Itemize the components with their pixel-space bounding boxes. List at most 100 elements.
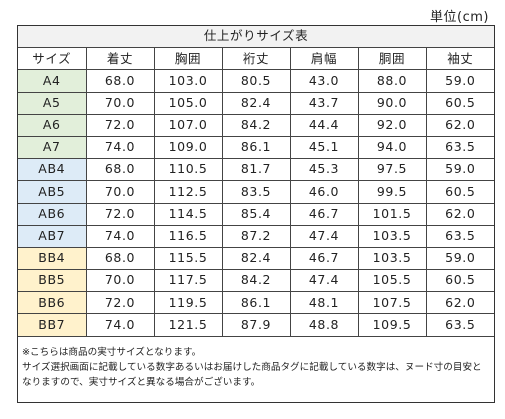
- size-label-cell: AB4: [18, 158, 87, 182]
- table-title-row: 仕上がりサイズ表: [18, 26, 495, 49]
- measurement-cell: 101.5: [357, 202, 427, 226]
- table-row: A5 70.0 105.0 82.4 43.7 90.0 60.5: [18, 91, 495, 115]
- measurement-cell: 107.5: [357, 291, 427, 315]
- table-row: BB4 68.0 115.5 82.4 46.7 103.5 59.0: [18, 246, 495, 271]
- table-row: A6 72.0 107.0 84.2 44.4 92.0 62.0: [18, 113, 495, 137]
- measurement-cell: 68.0: [85, 158, 155, 182]
- note-line: サイズ選択画面に記載している数字あるいはお届けした商品タグに記載している数字は、…: [22, 362, 482, 373]
- measurement-cell: 119.5: [153, 291, 223, 315]
- size-label-cell: A7: [18, 135, 87, 160]
- measurement-cell: 87.2: [221, 224, 291, 248]
- measurement-cell: 62.0: [425, 202, 495, 226]
- measurement-cell: 116.5: [153, 224, 223, 248]
- measurement-cell: 46.7: [289, 202, 359, 226]
- size-label-cell: A6: [18, 113, 87, 137]
- measurement-cell: 60.5: [425, 91, 495, 115]
- measurement-cell: 84.2: [221, 269, 291, 293]
- measurement-cell: 83.5: [221, 180, 291, 204]
- measurement-cell: 74.0: [85, 135, 155, 160]
- column-header-length: 着丈: [85, 47, 155, 71]
- measurement-cell: 74.0: [85, 224, 155, 248]
- measurement-cell: 105.5: [357, 269, 427, 293]
- table-row: BB7 74.0 121.5 87.9 48.8 109.5 63.5: [18, 313, 495, 337]
- table-row: A7 74.0 109.0 86.1 45.1 94.0 63.5: [18, 135, 495, 160]
- measurement-cell: 72.0: [85, 113, 155, 137]
- measurement-cell: 84.2: [221, 113, 291, 137]
- measurement-cell: 99.5: [357, 180, 427, 204]
- measurement-cell: 86.1: [221, 291, 291, 315]
- measurement-cell: 87.9: [221, 313, 291, 337]
- measurement-cell: 81.7: [221, 158, 291, 182]
- measurement-cell: 59.0: [425, 69, 495, 93]
- size-label-cell: A4: [18, 69, 87, 93]
- measurement-cell: 68.0: [85, 69, 155, 93]
- measurement-cell: 88.0: [357, 69, 427, 93]
- table-row: A4 68.0 103.0 80.5 43.0 88.0 59.0: [18, 69, 495, 93]
- measurement-cell: 103.0: [153, 69, 223, 93]
- measurement-cell: 82.4: [221, 91, 291, 115]
- measurement-cell: 43.0: [289, 69, 359, 93]
- measurement-cell: 70.0: [85, 91, 155, 115]
- measurement-cell: 80.5: [221, 69, 291, 93]
- measurement-cell: 103.5: [357, 224, 427, 248]
- measurement-cell: 62.0: [425, 113, 495, 137]
- table-row: AB4 68.0 110.5 81.7 45.3 97.5 59.0: [18, 158, 495, 182]
- measurement-cell: 63.5: [425, 224, 495, 248]
- measurement-cell: 97.5: [357, 158, 427, 182]
- measurement-cell: 43.7: [289, 91, 359, 115]
- measurement-cell: 105.0: [153, 91, 223, 115]
- measurement-cell: 92.0: [357, 113, 427, 137]
- column-header-size: サイズ: [18, 47, 87, 71]
- measurement-cell: 63.5: [425, 313, 495, 337]
- table-row: BB6 72.0 119.5 86.1 48.1 107.5 62.0: [18, 291, 495, 315]
- measurement-cell: 121.5: [153, 313, 223, 337]
- note-line: ※こちらは商品の実寸サイズとなります。: [22, 347, 202, 358]
- measurement-cell: 70.0: [85, 269, 155, 293]
- measurement-cell: 117.5: [153, 269, 223, 293]
- measurement-cell: 115.5: [153, 246, 223, 271]
- measurement-cell: 74.0: [85, 313, 155, 337]
- measurement-cell: 62.0: [425, 291, 495, 315]
- measurement-cell: 114.5: [153, 202, 223, 226]
- column-header-chest: 胸囲: [153, 47, 223, 71]
- measurement-cell: 68.0: [85, 246, 155, 271]
- measurement-cell: 107.0: [153, 113, 223, 137]
- size-label-cell: BB5: [18, 269, 87, 293]
- table-row: AB5 70.0 112.5 83.5 46.0 99.5 60.5: [18, 180, 495, 204]
- measurement-cell: 63.5: [425, 135, 495, 160]
- measurement-cell: 60.5: [425, 269, 495, 293]
- table-header-row: サイズ 着丈 胸囲 裄丈 肩幅 胴囲 袖丈: [18, 47, 495, 71]
- table-row: AB6 72.0 114.5 85.4 46.7 101.5 62.0: [18, 202, 495, 226]
- measurement-cell: 90.0: [357, 91, 427, 115]
- measurement-cell: 48.1: [289, 291, 359, 315]
- measurement-cell: 60.5: [425, 180, 495, 204]
- size-label-cell: BB6: [18, 291, 87, 315]
- measurement-cell: 48.8: [289, 313, 359, 337]
- column-header-shoulder-width: 肩幅: [289, 47, 359, 71]
- measurement-cell: 44.4: [289, 113, 359, 137]
- measurement-cell: 94.0: [357, 135, 427, 160]
- measurement-cell: 112.5: [153, 180, 223, 204]
- table-row: AB7 74.0 116.5 87.2 47.4 103.5 63.5: [18, 224, 495, 248]
- measurement-cell: 110.5: [153, 158, 223, 182]
- measurement-cell: 59.0: [425, 246, 495, 271]
- note-line: なりますので、実寸サイズと異なる場合がございます。: [22, 377, 261, 388]
- size-label-cell: AB7: [18, 224, 87, 248]
- size-label-cell: A5: [18, 91, 87, 115]
- size-notes: ※こちらは商品の実寸サイズとなります。 サイズ選択画面に記載している数字あるいは…: [22, 345, 490, 390]
- column-header-sleeve-length: 袖丈: [425, 47, 495, 71]
- measurement-cell: 47.4: [289, 224, 359, 248]
- measurement-cell: 46.7: [289, 246, 359, 271]
- measurement-cell: 45.1: [289, 135, 359, 160]
- measurement-cell: 46.0: [289, 180, 359, 204]
- measurement-cell: 109.0: [153, 135, 223, 160]
- size-label-cell: BB7: [18, 313, 87, 337]
- size-label-cell: BB4: [18, 246, 87, 271]
- size-table: 仕上がりサイズ表 サイズ 着丈 胸囲 裄丈 肩幅 胴囲 袖丈 A4 68.0 103…: [18, 26, 495, 337]
- measurement-cell: 103.5: [357, 246, 427, 271]
- measurement-cell: 45.3: [289, 158, 359, 182]
- unit-label: 単位(cm): [430, 10, 489, 25]
- table-title: 仕上がりサイズ表: [18, 26, 495, 49]
- measurement-cell: 72.0: [85, 202, 155, 226]
- measurement-cell: 85.4: [221, 202, 291, 226]
